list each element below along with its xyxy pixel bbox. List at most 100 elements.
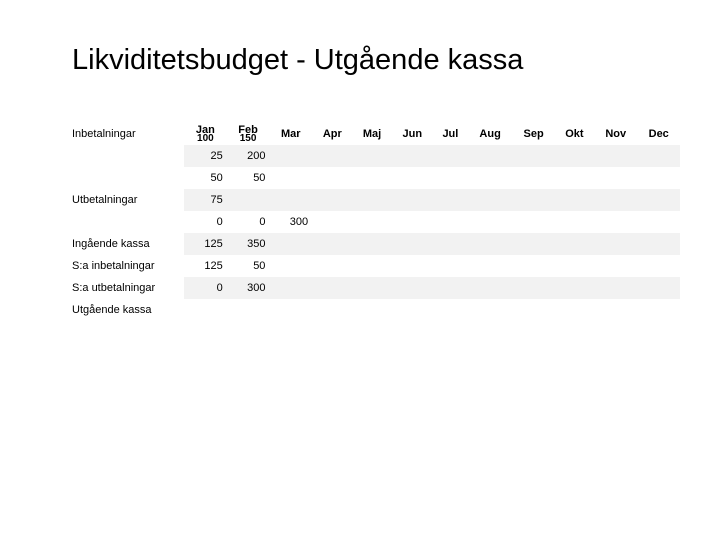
cell bbox=[392, 277, 433, 299]
cell bbox=[312, 189, 352, 211]
month-header: Jan100 bbox=[184, 123, 227, 145]
cell bbox=[269, 277, 312, 299]
cell bbox=[637, 211, 680, 233]
table-row: 25200 bbox=[184, 145, 680, 167]
table-row: 5050 bbox=[184, 167, 680, 189]
cell bbox=[352, 299, 391, 321]
cell: 300 bbox=[269, 211, 312, 233]
row-label: Inbetalningar bbox=[72, 123, 136, 145]
month-header: Apr bbox=[312, 123, 352, 145]
cell: 200 bbox=[227, 145, 270, 167]
cell bbox=[392, 299, 433, 321]
cell bbox=[269, 167, 312, 189]
cell bbox=[312, 255, 352, 277]
header-row: Jan100Feb150MarAprMajJunJulAugSepOktNovD… bbox=[184, 123, 680, 145]
cell bbox=[555, 299, 594, 321]
cell bbox=[312, 167, 352, 189]
cell bbox=[468, 277, 513, 299]
cell bbox=[468, 167, 513, 189]
cell: 25 bbox=[184, 145, 227, 167]
cell bbox=[512, 167, 554, 189]
cell bbox=[555, 233, 594, 255]
cell bbox=[227, 299, 270, 321]
row-label: S:a utbetalningar bbox=[72, 277, 155, 299]
row-label: S:a inbetalningar bbox=[72, 255, 155, 277]
cell bbox=[512, 277, 554, 299]
cell bbox=[512, 233, 554, 255]
cell bbox=[512, 145, 554, 167]
cell bbox=[433, 233, 468, 255]
month-header: Dec bbox=[637, 123, 680, 145]
cell bbox=[512, 211, 554, 233]
cell: 0 bbox=[184, 277, 227, 299]
cell bbox=[594, 233, 637, 255]
cell bbox=[269, 299, 312, 321]
cell bbox=[637, 299, 680, 321]
cell bbox=[555, 189, 594, 211]
cell bbox=[269, 189, 312, 211]
month-header: Sep bbox=[512, 123, 554, 145]
cell bbox=[352, 255, 391, 277]
budget-table: Jan100Feb150MarAprMajJunJulAugSepOktNovD… bbox=[184, 123, 680, 321]
cell: 350 bbox=[227, 233, 270, 255]
cell bbox=[312, 299, 352, 321]
cell: 0 bbox=[227, 211, 270, 233]
cell bbox=[555, 167, 594, 189]
cell bbox=[468, 145, 513, 167]
cell bbox=[352, 233, 391, 255]
page-title: Likviditetsbudget - Utgående kassa bbox=[72, 44, 680, 77]
month-header: Nov bbox=[594, 123, 637, 145]
cell bbox=[312, 277, 352, 299]
cell: 50 bbox=[227, 167, 270, 189]
cell bbox=[269, 233, 312, 255]
table-row: 0300 bbox=[184, 277, 680, 299]
month-header: Mar bbox=[269, 123, 312, 145]
cell bbox=[637, 145, 680, 167]
header-subvalue: 150 bbox=[229, 133, 268, 144]
cell: 125 bbox=[184, 255, 227, 277]
table-area: InbetalningarUtbetalningarIngående kassa… bbox=[72, 123, 680, 321]
row-labels-column: InbetalningarUtbetalningarIngående kassa… bbox=[72, 123, 180, 321]
cell bbox=[392, 167, 433, 189]
cell bbox=[392, 189, 433, 211]
cell bbox=[392, 255, 433, 277]
month-header: Okt bbox=[555, 123, 594, 145]
cell bbox=[433, 167, 468, 189]
row-label: Utgående kassa bbox=[72, 299, 152, 321]
table-body: 2520050507500300125350125500300 bbox=[184, 145, 680, 321]
month-header: Maj bbox=[352, 123, 391, 145]
cell bbox=[637, 189, 680, 211]
table-row: 00300 bbox=[184, 211, 680, 233]
cell: 75 bbox=[184, 189, 227, 211]
cell bbox=[352, 189, 391, 211]
cell bbox=[594, 255, 637, 277]
cell bbox=[594, 189, 637, 211]
table-row: 75 bbox=[184, 189, 680, 211]
cell: 0 bbox=[184, 211, 227, 233]
cell: 50 bbox=[184, 167, 227, 189]
cell bbox=[433, 255, 468, 277]
month-header: Jul bbox=[433, 123, 468, 145]
cell bbox=[352, 211, 391, 233]
cell bbox=[184, 299, 227, 321]
cell bbox=[637, 233, 680, 255]
cell bbox=[555, 255, 594, 277]
table-row: 125350 bbox=[184, 233, 680, 255]
cell bbox=[512, 299, 554, 321]
cell bbox=[468, 211, 513, 233]
cell: 125 bbox=[184, 233, 227, 255]
row-label: Utbetalningar bbox=[72, 189, 137, 211]
month-header: Aug bbox=[468, 123, 513, 145]
cell bbox=[468, 299, 513, 321]
month-header: Jun bbox=[392, 123, 433, 145]
cell bbox=[392, 145, 433, 167]
cell bbox=[594, 145, 637, 167]
cell bbox=[312, 211, 352, 233]
cell bbox=[512, 189, 554, 211]
cell bbox=[269, 255, 312, 277]
cell bbox=[555, 145, 594, 167]
cell bbox=[433, 277, 468, 299]
cell bbox=[637, 167, 680, 189]
cell bbox=[637, 277, 680, 299]
cell bbox=[352, 145, 391, 167]
